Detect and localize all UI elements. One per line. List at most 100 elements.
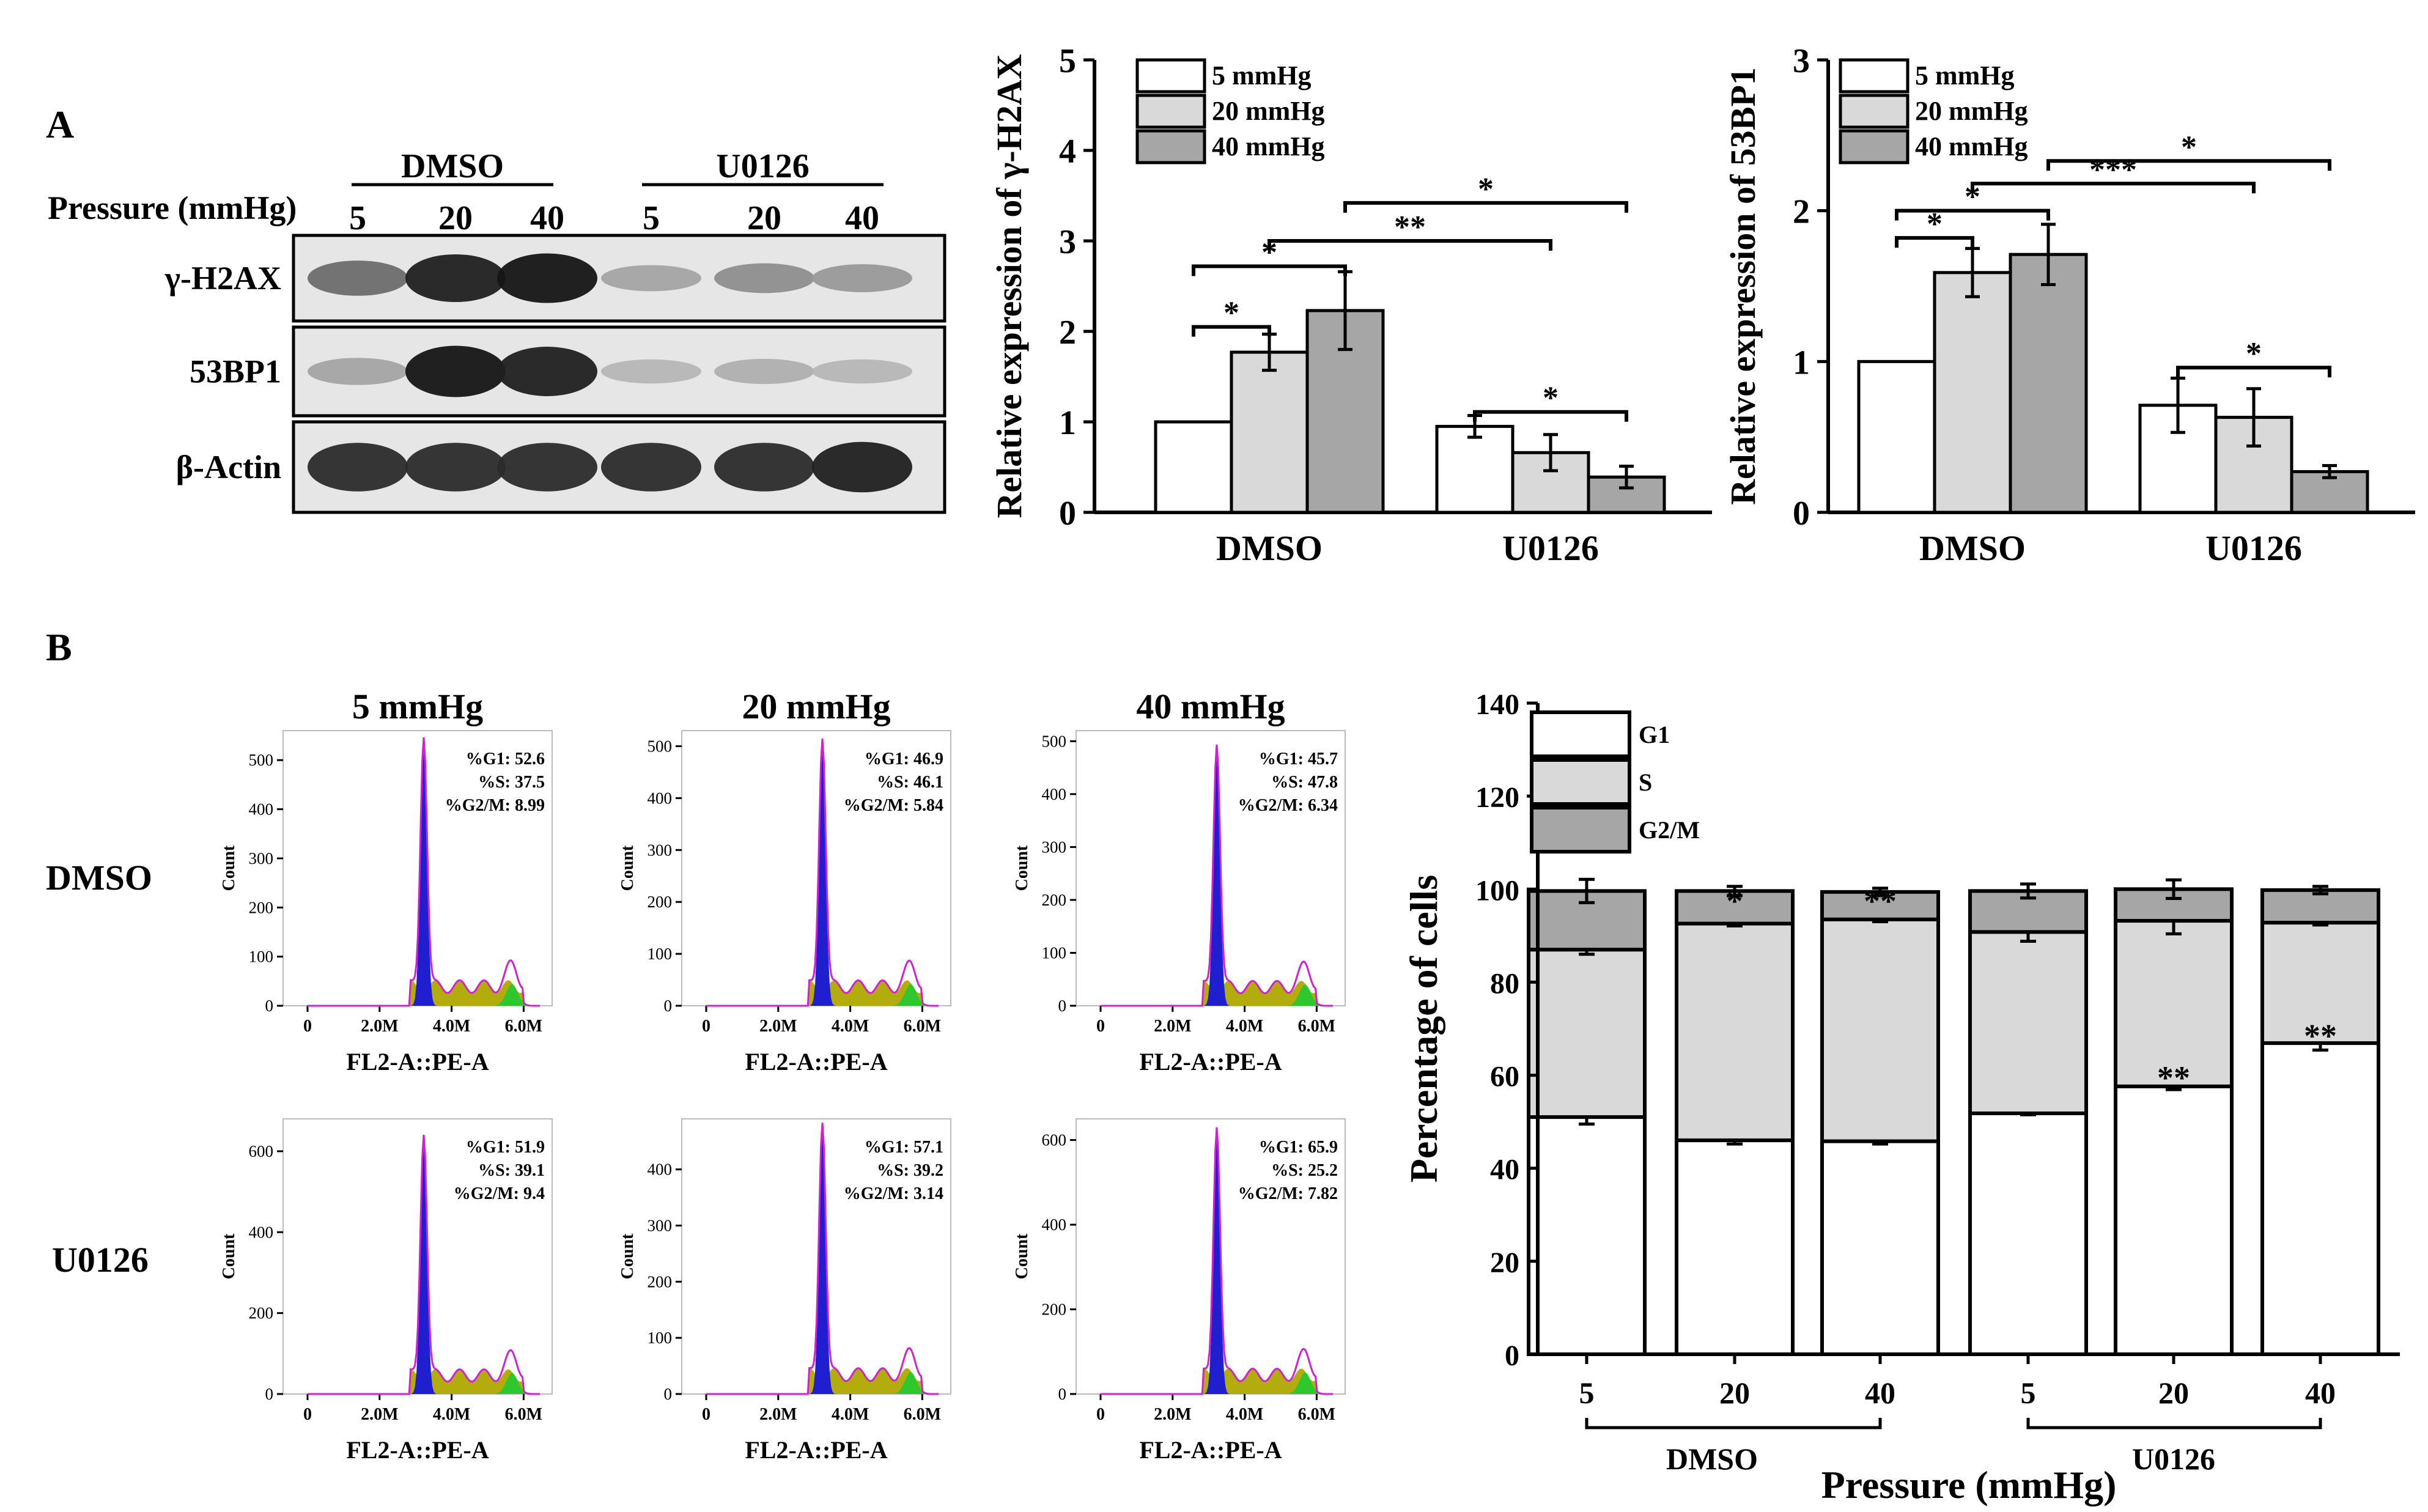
- histogram-y-label: Count: [618, 1233, 637, 1279]
- bar-20-mmhg: [1230, 350, 1309, 514]
- significance-label: **: [1394, 210, 1426, 245]
- group-label: DMSO: [1666, 1442, 1758, 1476]
- histogram-column-title: 5 mmHg: [352, 687, 483, 726]
- histogram-stat: %G2/M: 7.82: [1238, 1184, 1338, 1203]
- histogram-y-tick-label: 600: [1042, 1131, 1067, 1149]
- histogram-stat: %G1: 57.1: [865, 1138, 943, 1157]
- histogram-x-tick-label: 2.0M: [1154, 1017, 1191, 1036]
- histogram-g2m-peak: [308, 984, 540, 1006]
- histogram-y-tick-label: 100: [1042, 943, 1067, 962]
- significance-label: **: [2304, 1018, 2337, 1055]
- stacked-bar-g1: [1968, 1111, 2088, 1356]
- histogram-y-tick-label: 300: [648, 841, 673, 859]
- histogram-stat: %G1: 45.7: [1259, 750, 1338, 769]
- stacked-bar-s: [1820, 917, 1940, 1143]
- significance-bracket: [1473, 410, 1628, 422]
- wb-row-label: γ-H2AX: [164, 260, 281, 297]
- histogram-g1-peak: [706, 1135, 939, 1394]
- legend-swatch: [1530, 710, 1631, 758]
- legend-label: 5 mmHg: [1915, 61, 2015, 90]
- histogram-stat: %S: 39.2: [877, 1161, 943, 1180]
- wb-band: [308, 358, 408, 385]
- significance-bracket: [1192, 264, 1347, 276]
- histogram-g1-peak: [1101, 757, 1333, 1006]
- significance-bracket: [1895, 236, 1974, 248]
- histogram-g1-peak: [308, 1147, 540, 1394]
- histogram-stat: %G2/M: 6.34: [1238, 796, 1338, 815]
- group-bracket: [2026, 1418, 2322, 1429]
- y-tick-label: 1: [1793, 344, 1810, 382]
- histogram-x-tick-label: 4.0M: [433, 1405, 470, 1424]
- legend-swatch: [1135, 129, 1206, 164]
- significance-bracket: [1971, 182, 2256, 194]
- bar-20-mmhg: [1933, 271, 2012, 514]
- wb-band: [601, 265, 701, 292]
- wb-band: [714, 263, 814, 293]
- bar-5-mmhg: [1435, 424, 1515, 514]
- histogram-y-tick-label: 100: [249, 948, 274, 966]
- histogram-x-label: FL2-A::PE-A: [1139, 1436, 1282, 1464]
- y-tick-label: 0: [1059, 495, 1076, 533]
- y-axis-label: Percentage of cells: [1402, 875, 1445, 1182]
- wb-band: [812, 441, 912, 493]
- histogram-fit-line: [1101, 744, 1334, 1007]
- histogram-y-tick-label: 0: [1058, 997, 1067, 1015]
- histogram-fit-line: [308, 1134, 541, 1395]
- x-axis-label: Pressure (mmHg): [1821, 1463, 2117, 1506]
- histogram-column-title: 40 mmHg: [1136, 687, 1285, 726]
- histogram-stat: %S: 25.2: [1271, 1161, 1338, 1180]
- histogram-x-tick-label: 0: [1096, 1017, 1105, 1036]
- y-tick-label: 100: [1475, 874, 1519, 907]
- histogram-stat: %G2/M: 3.14: [844, 1184, 943, 1203]
- stacked-bar-s: [2260, 921, 2380, 1045]
- x-category-label: DMSO: [1919, 528, 2026, 568]
- wb-lane-pressure: 20: [747, 199, 781, 237]
- histogram-fit-line: [308, 737, 541, 1007]
- wb-band: [601, 443, 701, 492]
- histogram-y-tick-label: 200: [1042, 1300, 1067, 1319]
- histogram-stat: %S: 47.8: [1271, 773, 1338, 792]
- y-tick-label: 20: [1490, 1247, 1519, 1279]
- histogram-stat: %S: 39.1: [478, 1161, 545, 1180]
- wb-band: [714, 358, 814, 385]
- wb-band: [405, 254, 506, 303]
- wb-group-u0126: U0126: [716, 147, 809, 185]
- y-tick-label: 120: [1475, 781, 1519, 814]
- panel-label-a: A: [46, 103, 74, 146]
- histogram-stat: %G1: 51.9: [466, 1138, 545, 1157]
- x-tick-label: 20: [1719, 1376, 1750, 1410]
- histogram-y-tick-label: 400: [249, 1223, 274, 1241]
- histogram-g1-peak: [706, 751, 939, 1006]
- histogram-x-tick-label: 2.0M: [759, 1017, 797, 1036]
- western-blot: DMSO U0126 Pressure (mmHg) 5 20 40 5 20 40 γ-H2AX…: [48, 147, 946, 514]
- y-tick-label: 1: [1059, 404, 1076, 442]
- histogram-x-tick-label: 0: [702, 1405, 710, 1424]
- stacked-bar-g1: [2260, 1041, 2380, 1356]
- histogram-y-tick-label: 200: [648, 893, 673, 911]
- histogram-stat: %S: 46.1: [877, 773, 943, 792]
- histogram-y-tick-label: 0: [1058, 1385, 1067, 1403]
- bar-5-mmhg: [1857, 360, 1936, 514]
- stacked-bar-s: [2114, 919, 2234, 1088]
- wb-band: [714, 443, 814, 492]
- histogram-x-tick-label: 2.0M: [759, 1405, 797, 1424]
- 53bp1-bar-chart: 0 1 2 3 Relative expression of 53BP1 DMSO U012…: [1723, 42, 2415, 568]
- histogram-x-tick-label: 6.0M: [904, 1017, 941, 1036]
- histogram-y-label: Count: [220, 1233, 238, 1279]
- significance-label: **: [2157, 1060, 2190, 1096]
- x-tick-label: 40: [1865, 1376, 1895, 1410]
- histogram-stat: %S: 37.5: [478, 773, 545, 792]
- histogram-g2m-peak: [706, 1372, 939, 1394]
- legend-label: 20 mmHg: [1212, 96, 1325, 126]
- stacked-bar-s: [1675, 921, 1795, 1143]
- legend-label: 40 mmHg: [1212, 131, 1325, 161]
- panel-label-b: B: [46, 625, 72, 669]
- histogram-y-tick-label: 500: [249, 751, 274, 769]
- wb-band: [405, 345, 506, 397]
- wb-pressure-label: Pressure (mmHg): [48, 190, 297, 226]
- x-tick-label: 5: [2021, 1376, 2036, 1410]
- x-tick-label: 5: [1579, 1376, 1595, 1410]
- y-tick-label: 40: [1490, 1154, 1519, 1186]
- histogram-y-tick-label: 0: [664, 997, 673, 1015]
